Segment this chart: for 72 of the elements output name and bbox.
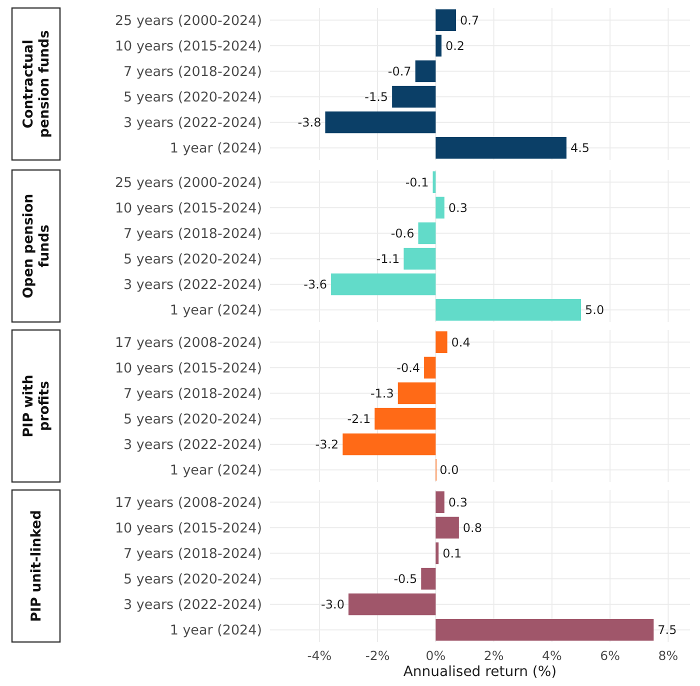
data-label: 7.5 — [658, 623, 677, 638]
x-tick-label: 4% — [542, 648, 562, 663]
x-tick-label: 0% — [426, 648, 446, 663]
data-label: 5.0 — [585, 303, 604, 318]
text: PIP with profits — [20, 374, 53, 438]
data-label: -3.0 — [321, 598, 344, 612]
bar — [436, 34, 442, 57]
bar — [436, 542, 439, 564]
y-tick-label: 1 year (2024) — [170, 622, 262, 639]
bar — [436, 137, 566, 159]
bar — [392, 86, 436, 108]
bar — [421, 568, 436, 590]
y-tick-label: 1 year (2024) — [170, 462, 262, 479]
data-label: -1.5 — [364, 90, 388, 104]
y-tick-label: 17 years (2008-2024) — [114, 494, 262, 511]
data-label: -2.1 — [347, 412, 371, 426]
bar — [415, 60, 436, 82]
y-tick-label: 7 years (2018-2024) — [124, 226, 262, 242]
x-tick-label: 2% — [484, 648, 504, 663]
data-label: -0.1 — [405, 175, 429, 190]
y-tick-label: 7 years (2018-2024) — [124, 64, 262, 80]
data-label: -0.6 — [390, 226, 414, 240]
bar — [436, 9, 456, 31]
data-label: -1.1 — [376, 252, 400, 266]
data-label: -0.7 — [388, 64, 412, 78]
x-axis-title: Annualised return (%) — [403, 664, 557, 680]
data-label: 4.5 — [570, 141, 590, 156]
data-label: 0.8 — [462, 520, 482, 535]
bar — [436, 516, 459, 539]
y-tick-label: 5 years (2020-2024) — [124, 572, 262, 588]
data-label: 0.3 — [448, 495, 468, 510]
data-label: -1.3 — [370, 386, 394, 400]
y-tick-label: 5 years (2020-2024) — [124, 90, 262, 106]
y-tick-label: 7 years (2018-2024) — [124, 546, 262, 562]
y-tick-label: 25 years (2000-2024) — [114, 174, 262, 191]
data-label: 0.2 — [445, 38, 465, 53]
y-tick-label: 5 years (2020-2024) — [124, 252, 262, 268]
data-label: -3.2 — [315, 438, 339, 452]
y-tick-label: 10 years (2015-2024) — [114, 200, 262, 216]
data-label: -3.8 — [298, 116, 322, 130]
y-tick-label: 17 years (2008-2024) — [114, 334, 262, 351]
y-tick-label: 3 years (2022-2024) — [124, 115, 262, 132]
data-label: -0.5 — [394, 572, 418, 586]
y-tick-label: 5 years (2020-2024) — [124, 412, 262, 428]
data-label: -0.4 — [396, 360, 420, 375]
y-tick-label: 1 year (2024) — [170, 140, 262, 157]
text: PIP unit-linked — [28, 510, 45, 622]
data-label: -3.6 — [304, 278, 328, 292]
data-label: 0.0 — [440, 463, 459, 478]
y-tick-label: 3 years (2022-2024) — [124, 437, 262, 454]
data-label: 0.7 — [460, 13, 480, 28]
x-tick-label: 6% — [600, 648, 620, 663]
data-label: 0.3 — [448, 200, 468, 215]
data-label: 0.4 — [451, 335, 470, 350]
y-tick-label: 3 years (2022-2024) — [124, 277, 262, 294]
y-tick-label: 10 years (2015-2024) — [114, 38, 262, 54]
bar — [436, 619, 654, 641]
y-tick-label: 1 year (2024) — [170, 302, 262, 319]
y-tick-label: 10 years (2015-2024) — [114, 520, 262, 536]
x-tick-label: 8% — [658, 648, 678, 663]
bar — [325, 111, 436, 134]
text: Contractual pension funds — [20, 30, 53, 138]
y-tick-label: 25 years (2000-2024) — [114, 12, 262, 29]
text: Open pension funds — [20, 194, 53, 298]
bar — [436, 491, 444, 513]
bar — [348, 593, 436, 616]
y-tick-label: 3 years (2022-2024) — [124, 597, 262, 614]
y-tick-label: 7 years (2018-2024) — [124, 386, 262, 402]
y-tick-label: 10 years (2015-2024) — [114, 360, 262, 376]
x-tick-label: -4% — [307, 648, 332, 663]
data-label: 0.1 — [442, 546, 462, 560]
x-tick-label: -2% — [365, 648, 390, 663]
